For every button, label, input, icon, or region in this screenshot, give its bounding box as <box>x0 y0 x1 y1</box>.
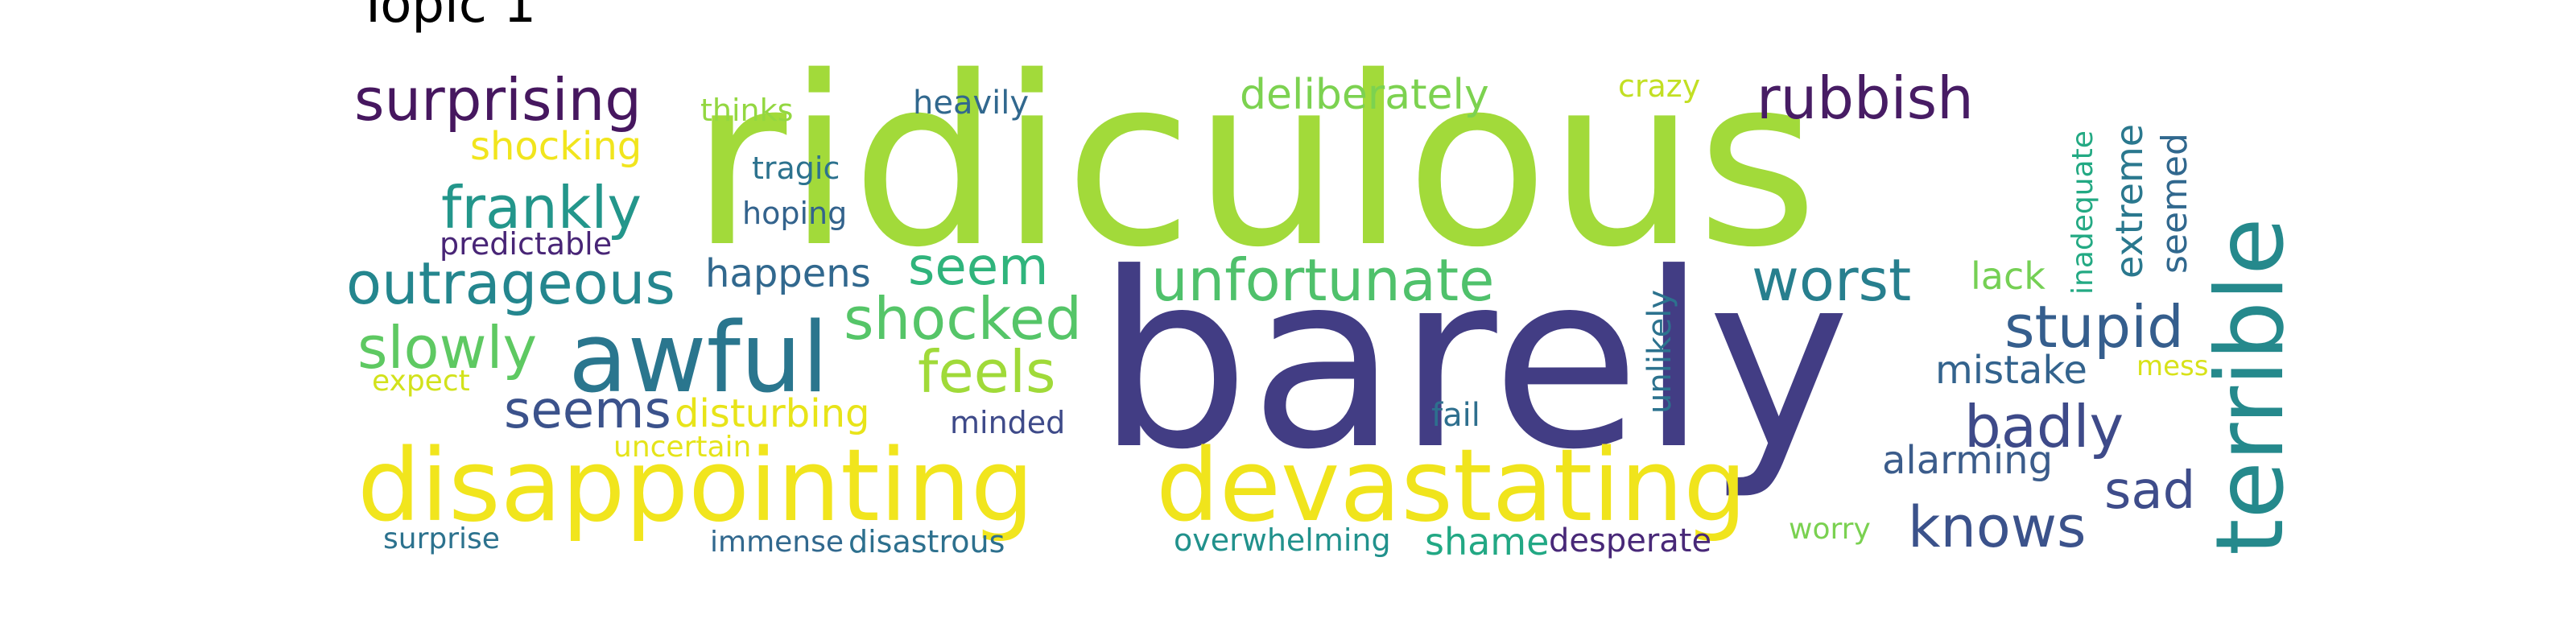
word-tragic: tragic <box>752 151 840 186</box>
word-seems: seems <box>504 381 671 440</box>
word-badly: badly <box>1964 393 2124 460</box>
word-devastating: devastating <box>1156 428 1747 544</box>
word-disturbing: disturbing <box>675 391 870 436</box>
page-title: Topic 1 <box>357 0 537 35</box>
word-inadequate: inadequate <box>2066 130 2099 295</box>
word-awful: awful <box>568 303 829 415</box>
word-desperate: desperate <box>1549 522 1712 559</box>
word-mess: mess <box>2136 350 2209 382</box>
word-terrible: terrible <box>2196 217 2305 555</box>
word-expect: expect <box>372 365 470 398</box>
word-happens: happens <box>705 251 871 296</box>
word-shocking: shocking <box>470 124 642 169</box>
word-unlikely: unlikely <box>1641 289 1678 414</box>
word-heavily: heavily <box>913 85 1030 122</box>
word-seem: seem <box>908 237 1049 297</box>
word-fail: fail <box>1431 397 1480 434</box>
word-alarming: alarming <box>1882 438 2054 483</box>
word-sad: sad <box>2104 461 2196 521</box>
word-disappointing: disappointing <box>357 428 1034 544</box>
word-barely: barely <box>1096 221 1851 502</box>
word-worst: worst <box>1752 246 1912 314</box>
word-minded: minded <box>950 405 1066 440</box>
word-shame: shame <box>1425 520 1550 564</box>
word-shocked: shocked <box>844 285 1082 353</box>
word-extreme: extreme <box>2107 123 2151 279</box>
word-worry: worry <box>1789 513 1871 546</box>
word-predictable: predictable <box>440 226 613 262</box>
word-thinks: thinks <box>700 93 794 128</box>
word-overwhelming: overwhelming <box>1174 522 1391 558</box>
word-immense: immense <box>710 526 844 559</box>
word-deliberately: deliberately <box>1240 71 1489 119</box>
word-seemed: seemed <box>2154 133 2195 274</box>
word-frankly: frankly <box>441 174 642 242</box>
word-mistake: mistake <box>1935 348 2087 393</box>
word-slowly: slowly <box>357 314 538 382</box>
word-lack: lack <box>1971 254 2046 298</box>
word-stupid: stupid <box>2004 293 2184 361</box>
word-crazy: crazy <box>1618 68 1701 104</box>
word-knows: knows <box>1908 494 2087 560</box>
word-ridiculous: ridiculous <box>691 27 1818 299</box>
word-uncertain: uncertain <box>613 431 752 464</box>
word-rubbish: rubbish <box>1757 64 1974 132</box>
word-surprising: surprising <box>354 66 642 134</box>
word-outrageous: outrageous <box>346 250 675 317</box>
word-feels: feels <box>918 338 1056 406</box>
word-unfortunate: unfortunate <box>1151 246 1495 314</box>
word-surprise: surprise <box>383 522 500 555</box>
word-disastrous: disastrous <box>848 524 1005 559</box>
word-hoping: hoping <box>742 196 848 231</box>
